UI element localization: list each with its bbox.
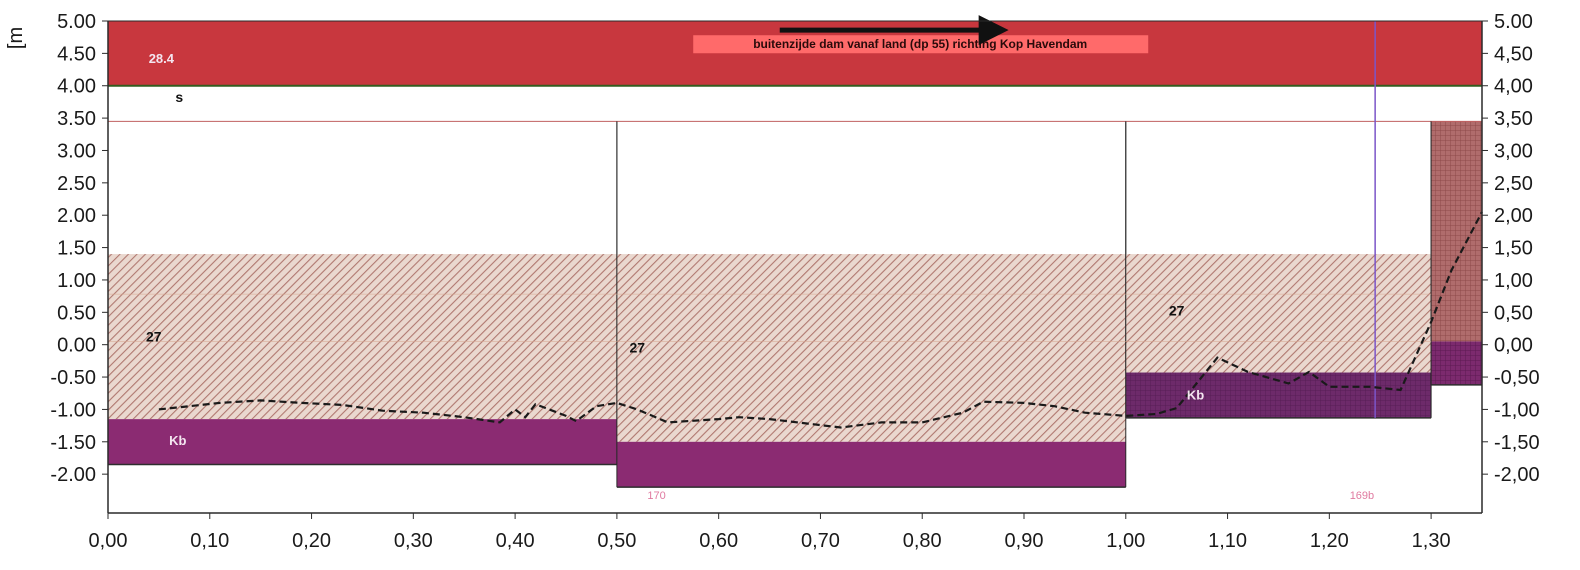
y-tick-label-right: 1,50 [1494, 238, 1533, 260]
y-tick-label-right: 3,00 [1494, 140, 1533, 162]
y-tick-label-right: 0,00 [1494, 335, 1533, 357]
y-tick-label-right: -2,00 [1494, 464, 1540, 486]
x-tick-label: 0,70 [801, 530, 840, 552]
x-tick-label: 0,20 [292, 530, 331, 552]
y-tick-label-right: 4,00 [1494, 76, 1533, 98]
y-tick-label-left: 2.50 [57, 173, 96, 195]
label-kb-section-1: Kb [169, 433, 186, 448]
y-tick-label-left: 2.00 [57, 205, 96, 227]
x-tick-label: 1,30 [1412, 530, 1451, 552]
profile-line-group [158, 211, 1483, 429]
y-tick-label-left: 1.00 [57, 270, 96, 292]
y-tick-label-left: 0.50 [57, 302, 96, 324]
x-tick-label: 1,20 [1310, 530, 1349, 552]
section-id-169b: 169b [1350, 490, 1374, 502]
label-28-4: 28.4 [149, 51, 175, 66]
section-id-170: 170 [647, 490, 665, 502]
layer-27-section-1 [108, 254, 617, 420]
soil-layers [107, 20, 1483, 488]
y-tick-label-left: 4.00 [57, 76, 96, 98]
layer-labels: buitenzijde dam vanaf land (dp 55) richt… [146, 15, 1374, 502]
banner-box [693, 35, 1149, 54]
y-tick-label-left: -1.50 [50, 432, 96, 454]
y-tick-label-left: 0.00 [57, 335, 96, 357]
layer-27-section-4 [1431, 121, 1482, 342]
layer-kb-section-2 [616, 441, 1126, 488]
profile-line [158, 211, 1483, 429]
label-kb-section-3: Kb [1187, 388, 1204, 403]
x-tick-label: 0,30 [394, 530, 433, 552]
y-tick-label-left: 3.50 [57, 108, 96, 130]
x-tick-label: 0,80 [903, 530, 942, 552]
y-unit-label: [m [5, 27, 27, 49]
layer-27-section-3 [1125, 254, 1432, 373]
x-tick-label: 0,10 [190, 530, 229, 552]
y-tick-label-left: -1.00 [50, 399, 96, 421]
x-tick-label: 0,40 [496, 530, 535, 552]
x-tick-label: 0,60 [699, 530, 738, 552]
y-tick-label-left: 5.00 [57, 11, 96, 33]
y-tick-label-right: 5.00 [1494, 11, 1533, 33]
y-tick-label-left: -0.50 [50, 367, 96, 389]
y-tick-label-right: 1,00 [1494, 270, 1533, 292]
layer-kb-section-1 [108, 419, 617, 465]
x-tick-label: 1,00 [1106, 530, 1145, 552]
y-tick-label-right: 0,50 [1494, 302, 1533, 324]
layer-27-section-2 [616, 254, 1126, 442]
y-tick-label-right: 3,50 [1494, 108, 1533, 130]
y-tick-label-right: 2,50 [1494, 173, 1533, 195]
y-tick-label-right: 4,50 [1494, 43, 1533, 65]
label-27-section-2: 27 [629, 339, 645, 355]
x-tick-label: 0,00 [89, 530, 128, 552]
y-tick-label-left: -2.00 [50, 464, 96, 486]
y-tick-label-right: -1,50 [1494, 432, 1540, 454]
x-tick-label: 1,10 [1208, 530, 1247, 552]
y-tick-label-right: -0,50 [1494, 367, 1540, 389]
x-tick-label: 0,50 [597, 530, 636, 552]
layer-kb-section-4 [1431, 341, 1482, 385]
layer-kb-section-3 [1125, 372, 1432, 418]
y-tick-label-right: -1,00 [1494, 399, 1540, 421]
label-27-section-1: 27 [146, 328, 162, 344]
axes: 5.00 5.00 4.50 4,50 4.00 4,00 3.50 3,50 3.00 3,00… [5, 11, 1540, 552]
x-tick-label: 0,90 [1005, 530, 1044, 552]
y-tick-label-left: 4.50 [57, 43, 96, 65]
y-tick-label-right: 2,00 [1494, 205, 1533, 227]
y-tick-label-left: 1.50 [57, 238, 96, 260]
label-27-section-3: 27 [1169, 303, 1185, 319]
y-tick-label-left: 3.00 [57, 140, 96, 162]
label-s: s [175, 89, 183, 105]
banner-text: buitenzijde dam vanaf land (dp 55) richt… [753, 37, 1087, 51]
